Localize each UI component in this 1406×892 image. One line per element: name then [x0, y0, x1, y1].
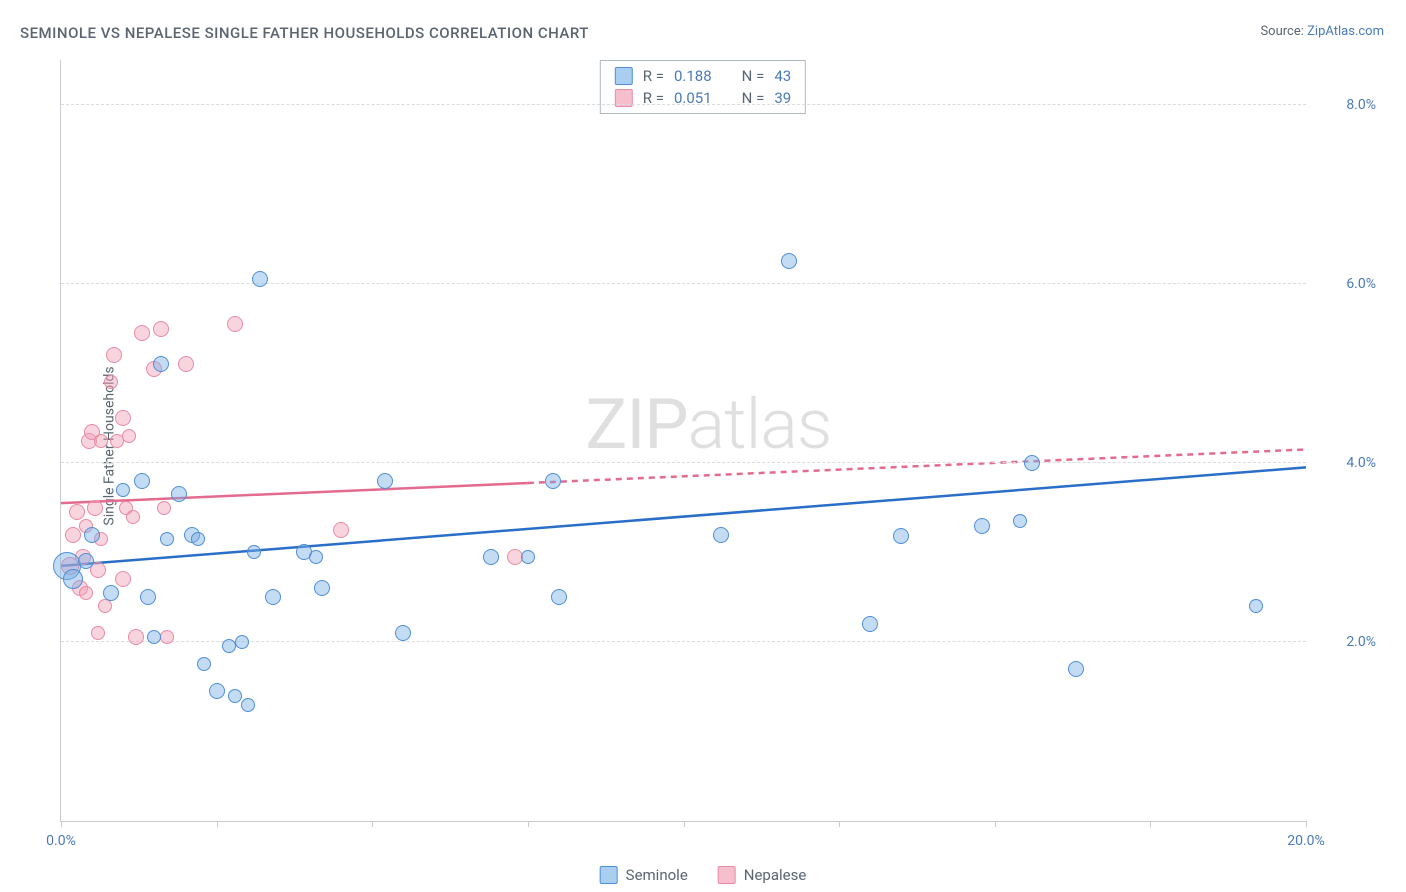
scatter-point: [333, 522, 349, 538]
scatter-point: [1249, 599, 1263, 613]
x-tick: [1150, 821, 1151, 827]
scatter-point: [781, 253, 797, 269]
x-tick: [839, 821, 840, 827]
legend-bottom: Seminole Nepalese: [600, 866, 807, 884]
scatter-point: [551, 589, 567, 605]
scatter-point: [228, 689, 242, 703]
scatter-point: [713, 527, 729, 543]
scatter-point: [79, 586, 93, 600]
scatter-point: [395, 625, 411, 641]
x-tick: [528, 821, 529, 827]
legend-item: Nepalese: [718, 866, 807, 884]
scatter-point: [862, 616, 878, 632]
scatter-point: [545, 473, 561, 489]
scatter-point: [1024, 455, 1040, 471]
x-tick: [217, 821, 218, 827]
scatter-point: [94, 434, 108, 448]
scatter-point: [106, 347, 122, 363]
plot-area: ZIPatlas 2.0%4.0%6.0%8.0%0.0%20.0%: [60, 60, 1306, 822]
scatter-point: [126, 510, 140, 524]
scatter-point: [197, 657, 211, 671]
scatter-point: [103, 585, 119, 601]
scatter-point: [69, 504, 85, 520]
scatter-point: [116, 483, 130, 497]
scatter-point: [235, 635, 249, 649]
scatter-point: [377, 473, 393, 489]
scatter-point: [91, 626, 105, 640]
x-tick-label: 0.0%: [46, 833, 76, 849]
scatter-point: [84, 527, 100, 543]
chart-title: SEMINOLE VS NEPALESE SINGLE FATHER HOUSE…: [20, 24, 589, 42]
legend-swatch: [600, 866, 618, 884]
chart-container: SEMINOLE VS NEPALESE SINGLE FATHER HOUSE…: [0, 0, 1406, 892]
trend-line-dashed: [528, 449, 1306, 483]
scatter-point: [209, 683, 225, 699]
scatter-point: [227, 316, 243, 332]
legend-item: Seminole: [600, 866, 688, 884]
scatter-point: [87, 500, 103, 516]
y-tick-label: 8.0%: [1316, 97, 1376, 113]
scatter-point: [160, 532, 174, 546]
legend-swatch: [718, 866, 736, 884]
x-tick: [372, 821, 373, 827]
scatter-point: [153, 356, 169, 372]
scatter-point: [147, 630, 161, 644]
y-tick-label: 2.0%: [1316, 634, 1376, 650]
scatter-point: [252, 271, 268, 287]
scatter-point: [1013, 514, 1027, 528]
scatter-point: [140, 589, 156, 605]
scatter-point: [247, 545, 261, 559]
scatter-point: [115, 571, 131, 587]
legend-label: Nepalese: [744, 866, 807, 884]
scatter-point: [241, 698, 255, 712]
x-tick: [1306, 821, 1307, 827]
scatter-point: [178, 356, 194, 372]
x-tick: [61, 821, 62, 827]
scatter-point: [974, 518, 990, 534]
scatter-point: [122, 429, 136, 443]
scatter-point: [98, 599, 112, 613]
x-tick-label: 20.0%: [1287, 833, 1325, 849]
scatter-point: [115, 410, 131, 426]
gridline: [61, 104, 1306, 105]
scatter-point: [153, 321, 169, 337]
scatter-point: [157, 501, 171, 515]
scatter-point: [171, 486, 187, 502]
source-label: Source:: [1260, 24, 1303, 39]
x-tick: [684, 821, 685, 827]
scatter-point: [483, 549, 499, 565]
gridline: [61, 462, 1306, 463]
scatter-point: [128, 629, 144, 645]
scatter-point: [893, 528, 909, 544]
trend-line-solid: [61, 483, 528, 503]
x-tick: [995, 821, 996, 827]
scatter-point: [160, 630, 174, 644]
gridline: [61, 283, 1306, 284]
scatter-point: [63, 569, 83, 589]
scatter-point: [78, 553, 94, 569]
scatter-point: [314, 580, 330, 596]
legend-label: Seminole: [626, 866, 688, 884]
scatter-point: [191, 532, 205, 546]
y-tick-label: 6.0%: [1316, 276, 1376, 292]
scatter-point: [134, 473, 150, 489]
scatter-point: [134, 325, 150, 341]
scatter-point: [1068, 661, 1084, 677]
scatter-point: [104, 375, 118, 389]
scatter-point: [265, 589, 281, 605]
chart-source: Source: ZipAtlas.com: [1260, 24, 1384, 39]
scatter-point: [521, 550, 535, 564]
scatter-point: [309, 550, 323, 564]
y-tick-label: 4.0%: [1316, 455, 1376, 471]
source-link[interactable]: ZipAtlas.com: [1307, 24, 1384, 39]
